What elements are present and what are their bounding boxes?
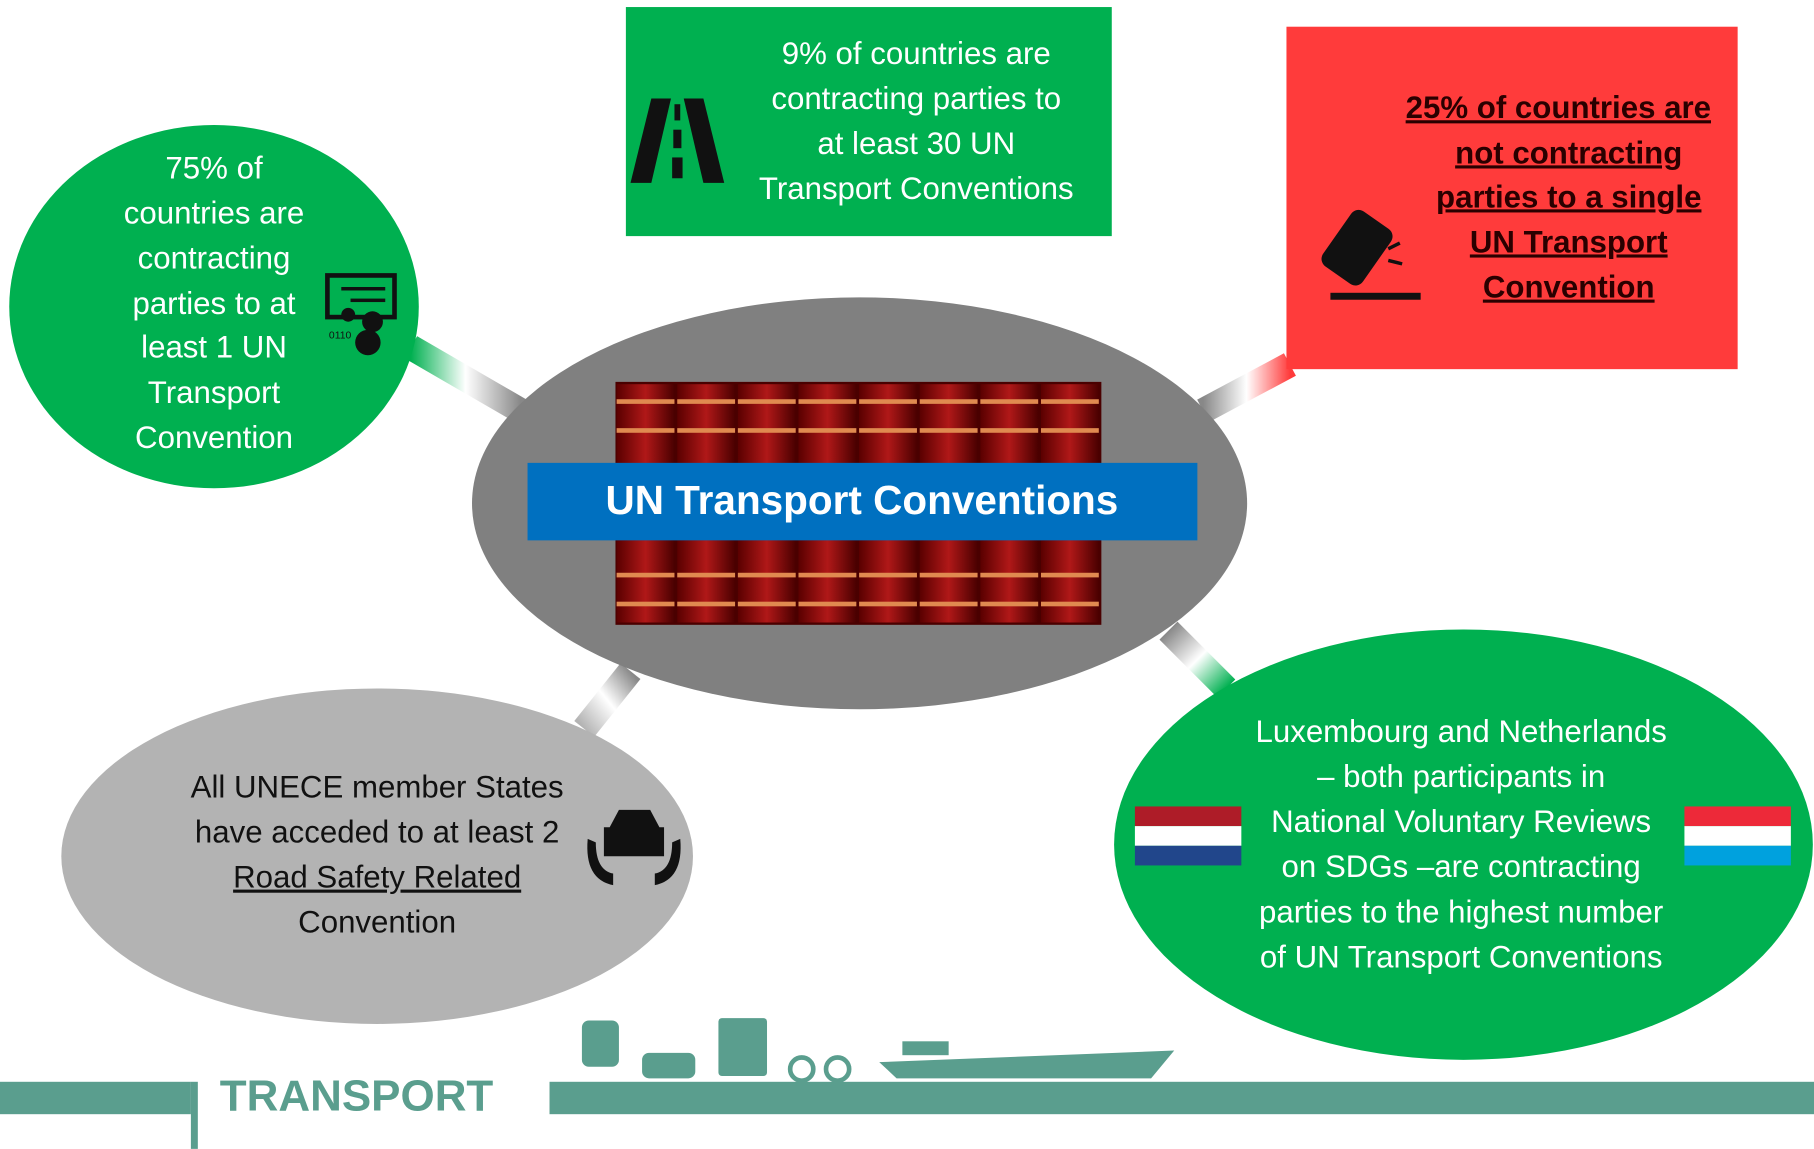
node-text: UN Transport <box>1470 224 1668 259</box>
node-text: All UNECE member States <box>191 769 564 804</box>
crash-icon <box>1321 209 1421 300</box>
book-band <box>980 601 1039 607</box>
book-band <box>859 572 917 578</box>
node-text: parties to a single <box>1436 179 1701 214</box>
book-band <box>616 428 675 433</box>
node-text: Convention <box>1483 270 1655 305</box>
node-text: have acceded to at least 2 <box>195 814 559 849</box>
book-band <box>1040 428 1099 433</box>
book-band <box>980 572 1039 578</box>
road-icon <box>630 98 725 183</box>
node-bubble <box>9 125 419 489</box>
node-bubble <box>61 688 693 1024</box>
node-text: on SDGs –are contracting <box>1282 849 1641 884</box>
book-band <box>677 428 736 433</box>
node-box <box>1286 26 1738 370</box>
book-band <box>677 601 736 607</box>
node-text: at least 30 UN <box>817 126 1015 161</box>
node-text: Road Safety Related <box>233 860 521 895</box>
book-band <box>798 399 857 404</box>
node-text: 25% of countries are <box>1406 90 1711 125</box>
book-band <box>737 601 796 607</box>
book-band <box>980 399 1039 404</box>
book-band <box>1040 601 1099 607</box>
book-band <box>616 601 675 607</box>
document-gear-icon: 0110 <box>325 273 397 356</box>
flag-luxembourg <box>1684 806 1791 866</box>
node-text: of UN Transport Conventions <box>1260 939 1663 974</box>
book-band <box>798 428 857 433</box>
node-text: parties to the highest number <box>1259 894 1663 929</box>
book-band <box>798 601 857 607</box>
node-text: not contracting <box>1455 135 1682 170</box>
book-band <box>1040 572 1099 578</box>
node-text: National Voluntary Reviews <box>1271 804 1651 839</box>
node-bubble <box>1114 629 1813 1060</box>
book-band <box>859 399 917 404</box>
node-text: 9% of countries are <box>782 36 1051 71</box>
node-text: contracting <box>138 241 291 276</box>
node-text: Transport Conventions <box>759 171 1074 206</box>
book-band <box>859 428 917 433</box>
book-band <box>859 601 917 607</box>
node-text: least 1 UN <box>141 330 287 365</box>
book-band <box>677 399 736 404</box>
footer <box>0 1018 1814 1149</box>
book-band <box>919 399 978 404</box>
car-hands-icon <box>587 809 681 886</box>
node-text: Convention <box>298 905 456 940</box>
book-band <box>919 572 978 578</box>
flag-netherlands <box>1134 806 1242 866</box>
node-text: Convention <box>135 420 293 455</box>
node-text: 75% of <box>165 150 263 185</box>
svg-text:0110: 0110 <box>329 330 352 341</box>
book-band <box>798 572 857 578</box>
node-text: Transport <box>148 375 281 410</box>
book-band <box>919 428 978 433</box>
book-band <box>737 572 796 578</box>
center-label: UN Transport Conventions <box>605 477 1118 523</box>
node-text: parties to at <box>132 286 295 321</box>
node-text: Luxembourg and Netherlands <box>1255 714 1666 749</box>
book-band <box>677 572 736 578</box>
book-band <box>616 572 675 578</box>
book-band <box>1040 399 1099 404</box>
book-band <box>616 399 675 404</box>
node-text: countries are <box>124 196 304 231</box>
book-band <box>919 601 978 607</box>
book-band <box>980 428 1039 433</box>
node-text: contracting parties to <box>771 81 1061 116</box>
footer-label: TRANSPORT <box>220 1072 494 1121</box>
connectors <box>404 231 1296 737</box>
node-text: – both participants in <box>1317 759 1605 794</box>
book-band <box>737 399 796 404</box>
book-band <box>737 428 796 433</box>
center-banner <box>527 462 1198 541</box>
